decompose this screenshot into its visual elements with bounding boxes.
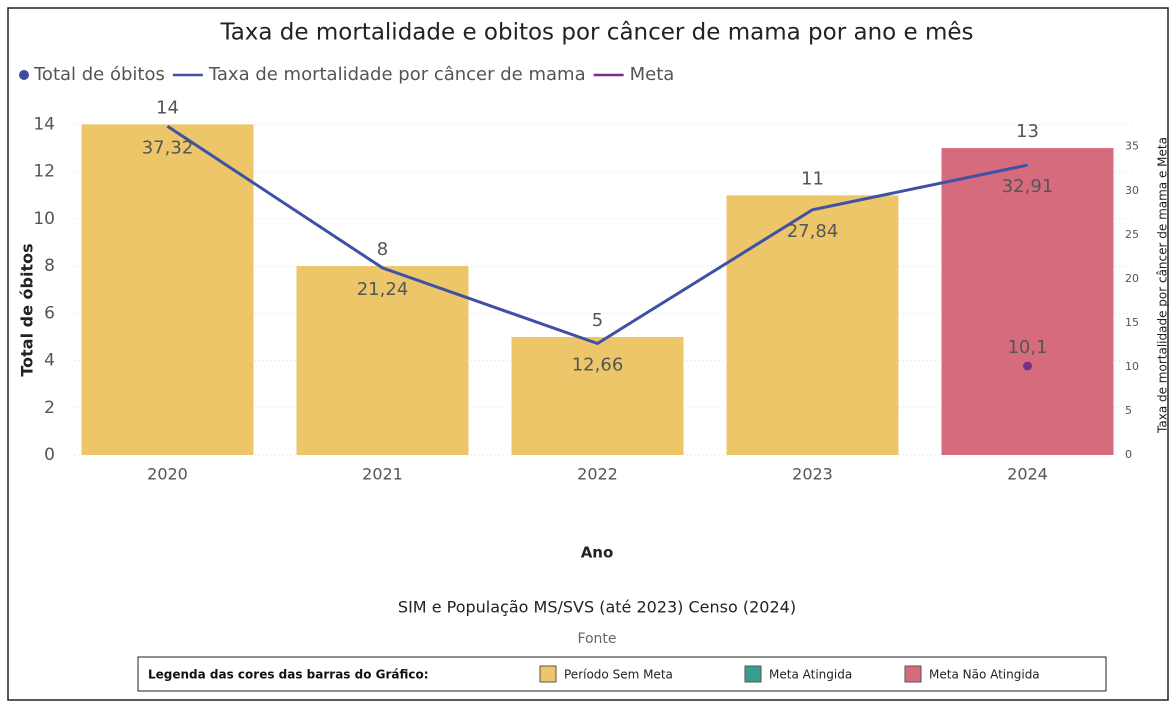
y2-tick-label: 10 bbox=[1125, 360, 1139, 373]
bar-value-label: 5 bbox=[592, 310, 603, 331]
bar-value-label: 11 bbox=[801, 168, 824, 189]
bar-value-label: 13 bbox=[1016, 121, 1039, 142]
y2-tick-label: 30 bbox=[1125, 184, 1139, 197]
bar bbox=[941, 148, 1114, 456]
y-axis-title: Total de óbitos bbox=[18, 243, 37, 376]
y2-tick-label: 15 bbox=[1125, 316, 1139, 329]
color-legend-swatch bbox=[904, 665, 922, 683]
y2-axis-title: Taxa de mortalidade por câncer de mama e… bbox=[1156, 137, 1170, 434]
color-legend-label: Meta Não Atingida bbox=[929, 668, 1040, 682]
y-tick-label: 10 bbox=[33, 209, 55, 229]
x-tick-label: 2022 bbox=[577, 465, 618, 484]
point bbox=[1023, 361, 1032, 371]
y2-tick-label: 25 bbox=[1125, 228, 1139, 241]
color-legend-swatch bbox=[539, 665, 557, 683]
y-tick-label: 0 bbox=[44, 445, 55, 465]
bar bbox=[726, 195, 899, 455]
y2-tick-label: 5 bbox=[1125, 404, 1132, 417]
bar bbox=[81, 124, 254, 455]
y2-tick-label: 0 bbox=[1125, 448, 1132, 461]
source: SIM e População MS/SVS (até 2023) Censo … bbox=[398, 598, 796, 617]
legend-label: Total de óbitos bbox=[33, 64, 165, 85]
x-tick-label: 2021 bbox=[362, 465, 403, 484]
bar-value-label: 14 bbox=[156, 97, 179, 118]
y-tick-label: 6 bbox=[44, 303, 55, 323]
legend-label: Taxa de mortalidade por câncer de mama bbox=[208, 64, 586, 85]
source-label: Fonte bbox=[577, 631, 616, 647]
legend-label: Meta bbox=[630, 64, 675, 85]
bar bbox=[296, 266, 469, 455]
x-tick-label: 2024 bbox=[1007, 465, 1048, 484]
x-axis-title: Ano bbox=[581, 544, 614, 562]
color-legend-label: Período Sem Meta bbox=[564, 668, 673, 682]
line bbox=[166, 125, 1028, 346]
y-tick-label: 12 bbox=[33, 162, 55, 182]
line-value-label: 12,66 bbox=[572, 354, 624, 375]
y2-tick-label: 35 bbox=[1125, 140, 1139, 153]
line-value-label: 21,24 bbox=[357, 279, 409, 300]
y-tick-label: 8 bbox=[44, 256, 55, 276]
y-tick-label: 2 bbox=[44, 398, 55, 418]
chart-title: Taxa de mortalidade e obitos por câncer … bbox=[219, 20, 973, 46]
y-tick-label: 4 bbox=[44, 351, 55, 371]
y2-tick-label: 20 bbox=[1125, 272, 1139, 285]
y-tick-label: 14 bbox=[33, 114, 55, 134]
line-value-label: 27,84 bbox=[787, 221, 839, 242]
bar-value-label: 8 bbox=[377, 239, 388, 260]
bar bbox=[511, 336, 684, 455]
x-tick-label: 2023 bbox=[792, 465, 833, 484]
legend-marker bbox=[19, 70, 29, 80]
color-legend-label: Meta Atingida bbox=[769, 668, 852, 682]
x-tick-label: 2020 bbox=[147, 465, 188, 484]
line-value-label: 32,91 bbox=[1002, 176, 1054, 197]
color-legend-title: Legenda das cores das barras do Gráfico: bbox=[148, 668, 429, 682]
line-value-label: 10,1 bbox=[1007, 337, 1047, 358]
color-legend-box bbox=[137, 656, 1107, 692]
color-legend-swatch bbox=[744, 665, 762, 683]
line-value-label: 37,32 bbox=[142, 137, 194, 158]
